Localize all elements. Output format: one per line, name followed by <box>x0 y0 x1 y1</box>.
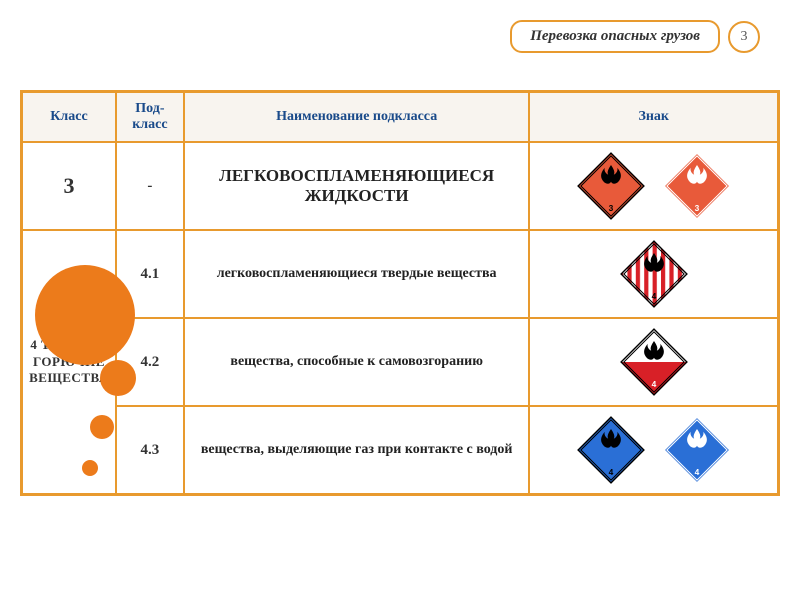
table-row: 3 - ЛЕГКОВОСПЛАМЕНЯЮЩИЕСЯ ЖИДКОСТИ 3 3 <box>22 142 779 230</box>
hazard-diamond-4-3-black: 4 <box>576 415 646 485</box>
class-cell-3: 3 <box>22 142 116 230</box>
svg-text:4: 4 <box>651 379 656 389</box>
col-name: Наименование подкласса <box>184 92 530 143</box>
hazard-diamond-4-3-white: 4 <box>662 415 732 485</box>
decorative-circle <box>100 360 136 396</box>
page-title: Перевозка опасных грузов <box>510 20 720 53</box>
table-row: 4.2 вещества, способные к самовозгоранию… <box>22 318 779 406</box>
hazard-diamond-3-white: 3 <box>662 151 732 221</box>
subclass-cell: - <box>116 142 184 230</box>
svg-text:3: 3 <box>608 203 613 213</box>
hazard-classes-table: Класс Под-класс Наименование подкласса З… <box>20 90 780 496</box>
sign-cell: 3 3 <box>529 142 778 230</box>
name-cell: вещества, выделяющие газ при контакте с … <box>184 406 530 495</box>
header-bar: Перевозка опасных грузов 3 <box>510 20 760 53</box>
hazard-diamond-4-2: 4 <box>619 327 689 397</box>
page-number-badge: 3 <box>728 21 760 53</box>
svg-text:4: 4 <box>651 291 656 301</box>
col-sign: Знак <box>529 92 778 143</box>
table-row: 4.3 вещества, выделяющие газ при контакт… <box>22 406 779 495</box>
sign-cell: 4 <box>529 318 778 406</box>
col-subclass: Под-класс <box>116 92 184 143</box>
table-body: 3 - ЛЕГКОВОСПЛАМЕНЯЮЩИЕСЯ ЖИДКОСТИ 3 3 4… <box>22 142 779 495</box>
svg-text:4: 4 <box>608 467 613 477</box>
name-cell: ЛЕГКОВОСПЛАМЕНЯЮЩИЕСЯ ЖИДКОСТИ <box>184 142 530 230</box>
name-cell: вещества, способные к самовозгоранию <box>184 318 530 406</box>
table-header-row: Класс Под-класс Наименование подкласса З… <box>22 92 779 143</box>
sign-pair: 4 <box>536 239 771 309</box>
sign-pair: 3 3 <box>536 151 771 221</box>
decorative-circle <box>35 265 135 365</box>
svg-text:3: 3 <box>694 203 699 213</box>
table-row: 4 ТВЕРДЫЕ ГОРЮЧИЕ ВЕЩЕСТВА 4.1 легковосп… <box>22 230 779 318</box>
sign-cell: 4 <box>529 230 778 318</box>
sign-cell: 4 4 <box>529 406 778 495</box>
subclass-cell: 4.3 <box>116 406 184 495</box>
decorative-circle <box>90 415 114 439</box>
col-class: Класс <box>22 92 116 143</box>
sign-pair: 4 4 <box>536 415 771 485</box>
decorative-circle <box>82 460 98 476</box>
sign-pair: 4 <box>536 327 771 397</box>
hazard-diamond-4-1: 4 <box>619 239 689 309</box>
svg-text:4: 4 <box>694 467 699 477</box>
hazard-diamond-3-black: 3 <box>576 151 646 221</box>
name-cell: легковоспламеняющиеся твердые вещества <box>184 230 530 318</box>
